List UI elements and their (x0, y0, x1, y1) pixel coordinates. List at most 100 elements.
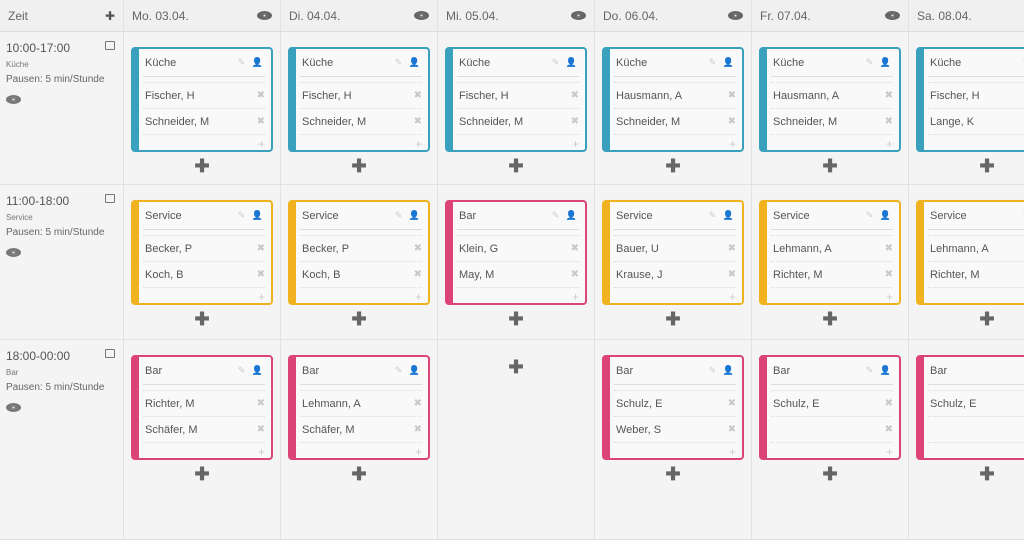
edit-assign-icons[interactable]: ✎ 👤 (865, 210, 893, 220)
eye-icon[interactable] (728, 11, 743, 20)
add-card-plus-icon[interactable]: ✚ (194, 464, 210, 484)
add-staff-icon[interactable]: + (143, 134, 265, 154)
shift-card[interactable]: Küche ✎ 👤 Hausmann, A ✖ Schneider, M ✖ + (759, 47, 901, 152)
add-staff-icon[interactable]: + (143, 442, 265, 462)
add-staff-icon[interactable]: + (143, 287, 265, 307)
add-card-plus-icon[interactable]: ✚ (351, 156, 367, 176)
add-staff-icon[interactable]: + (457, 134, 579, 154)
edit-assign-icons[interactable]: ✎ 👤 (1023, 57, 1024, 68)
eye-icon[interactable] (6, 248, 21, 257)
remove-icon[interactable]: ✖ (727, 243, 736, 254)
remove-icon[interactable]: ✖ (256, 243, 265, 254)
add-staff-icon[interactable]: + (300, 287, 422, 307)
remove-icon[interactable]: ✖ (570, 116, 579, 127)
add-card-plus-icon[interactable]: ✚ (822, 156, 838, 176)
add-card-plus-icon[interactable]: ✚ (665, 309, 681, 329)
edit-assign-icons[interactable]: ✎ 👤 (708, 57, 736, 67)
remove-icon[interactable]: ✖ (413, 398, 422, 409)
edit-assign-icons[interactable]: ✎ 👤 (237, 210, 265, 220)
add-staff-icon[interactable]: + (928, 442, 1024, 462)
add-staff-icon[interactable]: + (614, 287, 736, 307)
add-card-plus-icon[interactable]: ✚ (351, 309, 367, 329)
remove-icon[interactable]: ✖ (413, 116, 422, 127)
eye-icon[interactable] (6, 403, 21, 412)
shift-card[interactable]: Service ✎ 👤 Becker, P ✖ Koch, B ✖ + (288, 200, 430, 305)
add-card-plus-icon[interactable]: ✚ (508, 357, 524, 377)
shift-card[interactable]: Küche ✎ 👤 Fischer, H✖Lange, K✖+ (916, 47, 1024, 152)
add-card-plus-icon[interactable]: ✚ (822, 309, 838, 329)
add-staff-icon[interactable]: + (928, 134, 1024, 154)
remove-icon[interactable]: ✖ (884, 398, 893, 409)
remove-icon[interactable]: ✖ (727, 398, 736, 409)
remove-icon[interactable]: ✖ (884, 424, 893, 435)
add-card-plus-icon[interactable]: ✚ (979, 464, 995, 484)
remove-icon[interactable]: ✖ (256, 269, 265, 280)
add-staff-icon[interactable]: + (928, 287, 1024, 307)
eye-icon[interactable] (571, 11, 586, 20)
remove-icon[interactable]: ✖ (727, 90, 736, 101)
remove-icon[interactable]: ✖ (256, 424, 265, 435)
remove-icon[interactable]: ✖ (570, 243, 579, 254)
shift-card[interactable]: Bar ✎ 👤 Lehmann, A ✖ Schäfer, M ✖ + (288, 355, 430, 460)
add-staff-icon[interactable]: + (300, 442, 422, 462)
remove-icon[interactable]: ✖ (256, 90, 265, 101)
remove-icon[interactable]: ✖ (570, 269, 579, 280)
shift-card[interactable]: Bar✎ 👤Schulz, E✖✖+ (916, 355, 1024, 460)
eye-icon[interactable] (885, 11, 900, 20)
edit-assign-icons[interactable]: ✎ 👤 (394, 365, 422, 375)
remove-icon[interactable]: ✖ (413, 424, 422, 435)
eye-icon[interactable] (257, 11, 272, 20)
edit-assign-icons[interactable]: ✎ 👤 (237, 365, 265, 375)
edit-icon[interactable] (105, 194, 115, 203)
add-card-plus-icon[interactable]: ✚ (194, 309, 210, 329)
add-card-plus-icon[interactable]: ✚ (822, 464, 838, 484)
add-card-plus-icon[interactable]: ✚ (508, 309, 524, 329)
edit-assign-icons[interactable]: ✎ 👤 (394, 57, 422, 67)
remove-icon[interactable]: ✖ (413, 269, 422, 280)
add-card-plus-icon[interactable]: ✚ (665, 464, 681, 484)
edit-assign-icons[interactable]: ✎ 👤 (394, 210, 422, 220)
remove-icon[interactable]: ✖ (413, 90, 422, 101)
shift-card[interactable]: Küche ✎ 👤 Hausmann, A ✖ Schneider, M ✖ + (602, 47, 744, 152)
add-card-plus-icon[interactable]: ✚ (351, 464, 367, 484)
remove-icon[interactable]: ✖ (727, 116, 736, 127)
add-staff-icon[interactable]: + (771, 287, 893, 307)
eye-icon[interactable] (414, 11, 429, 20)
shift-card[interactable]: Service✎ 👤Lehmann, A✖Richter, M✖+ (916, 200, 1024, 305)
shift-card[interactable]: Bar✎ 👤Schulz, E✖✖+ (759, 355, 901, 460)
remove-icon[interactable]: ✖ (413, 243, 422, 254)
edit-assign-icons[interactable]: ✎ 👤 (708, 210, 736, 220)
shift-card[interactable]: Service ✎ 👤 Becker, P ✖ Koch, B ✖ + (131, 200, 273, 305)
shift-card[interactable]: Küche ✎ 👤 Fischer, H ✖ Schneider, M ✖ + (445, 47, 587, 152)
add-staff-icon[interactable]: + (457, 287, 579, 307)
remove-icon[interactable]: ✖ (884, 243, 893, 254)
edit-icon[interactable] (105, 41, 115, 50)
eye-icon[interactable] (6, 95, 21, 104)
remove-icon[interactable]: ✖ (256, 398, 265, 409)
add-card-plus-icon[interactable]: ✚ (508, 156, 524, 176)
shift-card[interactable]: Service✎ 👤Lehmann, A✖Richter, M✖+ (759, 200, 901, 305)
edit-icon[interactable] (105, 349, 115, 358)
edit-assign-icons[interactable]: ✎ 👤 (551, 57, 579, 67)
shift-card[interactable]: Bar ✎ 👤 Richter, M ✖ Schäfer, M ✖ + (131, 355, 273, 460)
edit-assign-icons[interactable]: ✎ 👤 (865, 57, 893, 67)
add-shift-plus-icon[interactable]: ✚ (104, 8, 115, 23)
edit-assign-icons[interactable]: ✎ 👤 (708, 365, 736, 375)
add-staff-icon[interactable]: + (614, 442, 736, 462)
add-staff-icon[interactable]: + (614, 134, 736, 154)
remove-icon[interactable]: ✖ (727, 269, 736, 280)
shift-card[interactable]: Küche ✎ 👤 Fischer, H ✖ Schneider, M ✖ + (131, 47, 273, 152)
remove-icon[interactable]: ✖ (884, 269, 893, 280)
edit-assign-icons[interactable]: ✎ 👤 (865, 365, 893, 375)
edit-assign-icons[interactable]: ✎ 👤 (1023, 210, 1024, 221)
remove-icon[interactable]: ✖ (256, 116, 265, 127)
add-card-plus-icon[interactable]: ✚ (194, 156, 210, 176)
remove-icon[interactable]: ✖ (570, 90, 579, 101)
remove-icon[interactable]: ✖ (727, 424, 736, 435)
add-card-plus-icon[interactable]: ✚ (979, 156, 995, 176)
add-staff-icon[interactable]: + (300, 134, 422, 154)
edit-assign-icons[interactable]: ✎ 👤 (551, 210, 579, 220)
remove-icon[interactable]: ✖ (884, 116, 893, 127)
shift-card[interactable]: Bar ✎ 👤 Klein, G ✖ May, M ✖ + (445, 200, 587, 305)
add-staff-icon[interactable]: + (771, 442, 893, 462)
